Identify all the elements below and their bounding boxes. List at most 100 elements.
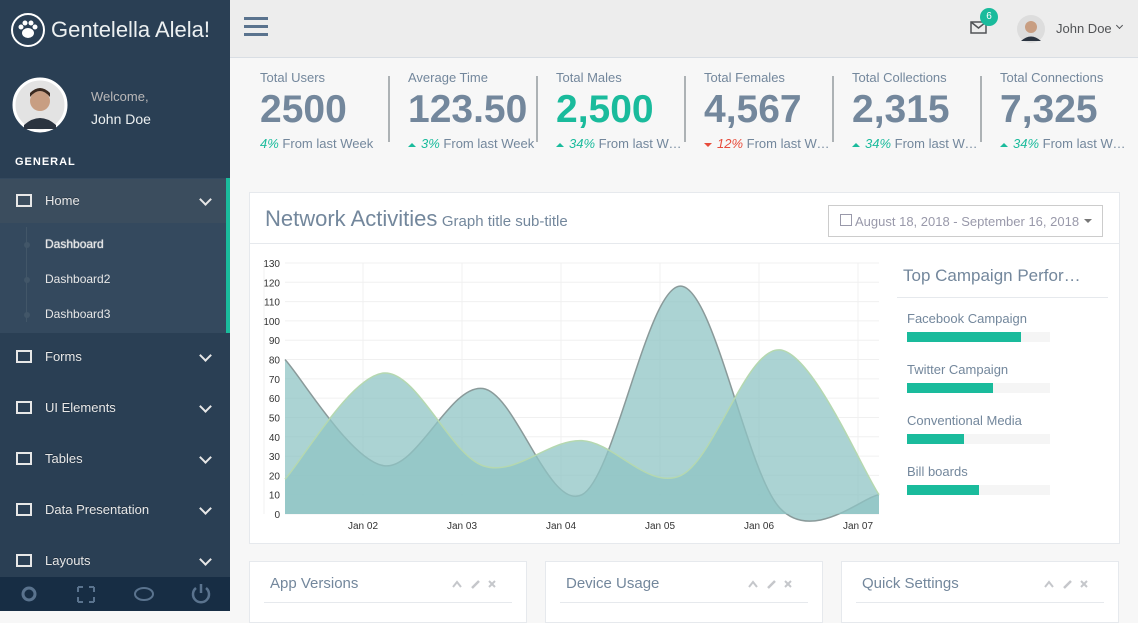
brand[interactable]: Gentelella Alela! bbox=[51, 17, 210, 42]
widget-divider bbox=[264, 602, 512, 603]
stat-change: 34% bbox=[1013, 136, 1040, 151]
badge: 6 bbox=[980, 8, 998, 26]
y-tick-label: 110 bbox=[264, 298, 280, 309]
stat-separator bbox=[832, 76, 834, 142]
avatar bbox=[12, 77, 68, 133]
stat-tile: Total Collections 2,315 34% From last Week bbox=[852, 66, 994, 156]
stat-note: From last Week bbox=[598, 136, 684, 151]
panel-divider bbox=[250, 243, 1119, 244]
progress-track bbox=[907, 485, 1050, 495]
stat-footer: 34% From last Week bbox=[556, 136, 684, 151]
y-tick-label: 40 bbox=[269, 433, 281, 444]
progress-track bbox=[907, 332, 1050, 342]
stat-label: Average Time bbox=[408, 70, 488, 85]
progress-fill bbox=[907, 332, 1022, 342]
y-tick-label: 30 bbox=[269, 452, 281, 463]
stat-note: From last Week bbox=[1042, 136, 1128, 151]
stat-change: 12% bbox=[717, 136, 744, 151]
trend-arrow bbox=[704, 142, 712, 147]
menu-chevron bbox=[199, 553, 212, 566]
menu-item[interactable]: Home bbox=[0, 183, 226, 219]
widget-divider bbox=[856, 602, 1104, 603]
menu-icon bbox=[16, 452, 32, 465]
close-icon[interactable] bbox=[784, 580, 792, 588]
fullscreen-icon[interactable] bbox=[77, 586, 95, 603]
campaign-name: Facebook Campaign bbox=[907, 311, 1027, 326]
campaign-name: Bill boards bbox=[907, 464, 968, 479]
menu-item[interactable]: Forms bbox=[0, 339, 226, 375]
menu-toggle[interactable] bbox=[244, 16, 268, 38]
y-tick-label: 100 bbox=[263, 317, 280, 328]
x-tick-label: Jan 06 bbox=[744, 521, 774, 532]
campaign-divider bbox=[897, 297, 1108, 298]
lock-icon[interactable] bbox=[134, 587, 154, 601]
widget-controls[interactable] bbox=[748, 578, 798, 590]
x-tick-label: Jan 07 bbox=[843, 521, 873, 532]
progress-fill bbox=[907, 383, 993, 393]
y-tick-label: 90 bbox=[269, 336, 281, 347]
area-line bbox=[284, 349, 880, 496]
menu-icon bbox=[16, 194, 32, 207]
widget-controls[interactable] bbox=[1044, 578, 1094, 590]
x-tick-label: Jan 05 bbox=[645, 521, 675, 532]
menu-icon bbox=[16, 401, 32, 414]
panel-subtitle: Graph title sub-title bbox=[441, 213, 568, 230]
settings-icon[interactable] bbox=[767, 580, 776, 589]
y-tick-label: 10 bbox=[269, 491, 281, 502]
stat-label: Total Males bbox=[556, 70, 622, 85]
progress-track bbox=[907, 383, 1050, 393]
submenu-dot bbox=[24, 312, 30, 318]
widget-controls[interactable] bbox=[452, 578, 502, 590]
menu-item[interactable]: Tables bbox=[0, 441, 226, 477]
settings-icon[interactable] bbox=[1063, 580, 1072, 589]
submenu-item[interactable]: Dashboard3 bbox=[45, 307, 111, 321]
stat-value: 2,315 bbox=[852, 88, 950, 131]
user-name: John Doe bbox=[91, 111, 151, 127]
trend-arrow bbox=[408, 142, 416, 147]
logout-icon[interactable] bbox=[191, 584, 211, 604]
menu-label: Tables bbox=[45, 451, 83, 466]
user-caret bbox=[1115, 21, 1124, 30]
date-range: August 18, 2018 - September 16, 2018 bbox=[855, 214, 1080, 229]
stat-value: 123.50 bbox=[408, 88, 528, 131]
submenu-item[interactable]: Dashboard bbox=[45, 237, 104, 251]
menu-item[interactable]: Layouts bbox=[0, 543, 226, 579]
campaign-name: Twitter Campaign bbox=[907, 362, 1009, 377]
widget-divider bbox=[560, 602, 808, 603]
menu-icon bbox=[16, 554, 32, 567]
active-indicator bbox=[226, 178, 230, 333]
menu-item[interactable]: UI Elements bbox=[0, 390, 226, 426]
user-avatar[interactable] bbox=[1016, 14, 1046, 44]
menu-item[interactable]: Data Presentation bbox=[0, 492, 226, 528]
settings-icon[interactable] bbox=[471, 580, 480, 589]
progress-fill bbox=[907, 485, 979, 495]
active-row bbox=[0, 179, 226, 223]
sidebar: Gentelella Alela! Welcome, John Doe GENE… bbox=[0, 0, 230, 611]
logo bbox=[11, 13, 45, 47]
close-icon[interactable] bbox=[488, 580, 496, 588]
menu-label: Home bbox=[45, 193, 80, 208]
submenu-item[interactable]: Dashboard2 bbox=[45, 272, 111, 286]
y-tick-label: 60 bbox=[269, 394, 281, 405]
close-icon[interactable] bbox=[1080, 580, 1088, 588]
stat-value: 2,500 bbox=[556, 88, 654, 131]
menu-chevron bbox=[199, 451, 212, 464]
x-tick-label: Jan 02 bbox=[348, 521, 378, 532]
collapse-icon[interactable] bbox=[452, 580, 462, 588]
settings-icon[interactable] bbox=[21, 586, 37, 602]
collapse-icon[interactable] bbox=[748, 580, 758, 588]
collapse-icon[interactable] bbox=[1044, 580, 1054, 588]
welcome: Welcome, bbox=[91, 89, 149, 104]
date-picker[interactable]: August 18, 2018 - September 16, 2018 bbox=[828, 205, 1103, 237]
stat-change: 4% bbox=[260, 136, 279, 151]
campaign-title: Top Campaign Performance bbox=[903, 266, 1083, 285]
top-user[interactable]: John Doe bbox=[1056, 21, 1112, 36]
menu-label: Layouts bbox=[45, 553, 91, 568]
menu-chevron bbox=[199, 349, 212, 362]
stat-separator bbox=[536, 76, 538, 142]
chart: 0 10 20 30 40 50 60 70 80 90 100 110 120 130 Jan 02 Jan… bbox=[263, 259, 880, 532]
menu-label: Forms bbox=[45, 349, 82, 364]
campaign-name: Conventional Media bbox=[907, 413, 1022, 428]
widget-panel: Quick Settings bbox=[841, 561, 1119, 623]
